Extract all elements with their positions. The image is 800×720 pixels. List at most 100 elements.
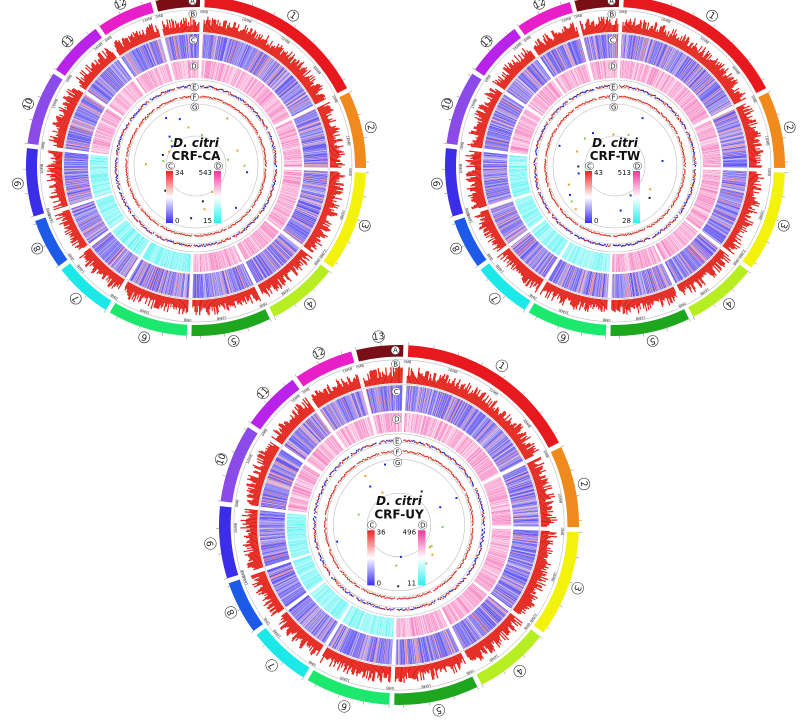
tick-mark [43, 245, 46, 248]
density-bar [276, 53, 281, 60]
track-f-dot [256, 133, 258, 135]
track-e-dot [164, 92, 166, 94]
track-f-dot [252, 127, 255, 129]
track-e-dot [202, 243, 205, 246]
heatmap-d-cell [257, 90, 272, 104]
track-f-dot [125, 163, 127, 165]
track-f-dot [233, 107, 235, 109]
heatmap-d-cell [224, 65, 232, 83]
track-f-dot [132, 134, 134, 136]
heatmap-d-cell [205, 60, 209, 79]
heatmap-d-cell [210, 61, 215, 80]
heatmap-d-cell [233, 69, 242, 87]
track-e-dot [133, 113, 136, 115]
track-f-dot [263, 146, 265, 148]
heatmap-c-cell [216, 36, 222, 61]
track-e-dot [243, 229, 246, 231]
track-e-dot [695, 161, 697, 163]
track-f-dot [151, 110, 154, 113]
tick-mark [713, 24, 716, 28]
track-e-dot [116, 144, 119, 147]
track-e-dot [263, 206, 265, 208]
track-f-dot [260, 191, 262, 193]
track-e-dot [207, 86, 209, 89]
track-f-dot [163, 102, 165, 105]
heatmap-c-cell [266, 65, 283, 85]
heatmap-d-cell [251, 83, 264, 98]
track-f-dot [205, 96, 208, 98]
density-bar [304, 81, 314, 89]
density-bar [55, 162, 63, 164]
heatmap-d-cell [221, 64, 228, 82]
track-f-dot [265, 175, 267, 178]
track-e-dot [247, 105, 250, 107]
track-f-dot [641, 101, 643, 104]
heatmap-d-cell [264, 99, 279, 112]
density-bar [224, 28, 227, 36]
track-f-dot [676, 131, 678, 133]
tick-label: 16MB [216, 315, 227, 321]
tick-mark [251, 2, 254, 6]
heatmap-d-cell [201, 60, 204, 79]
heatmap-c-cell [207, 34, 211, 59]
heatmap-c-cell [275, 77, 295, 94]
density-bar [206, 16, 209, 33]
heatmap-c-cell [276, 78, 296, 95]
heatmap-c-cell [261, 61, 277, 81]
track-e-dot [670, 107, 673, 110]
tick-mark [37, 95, 41, 98]
track-e-dot [274, 147, 276, 150]
track-letter: G [192, 103, 197, 111]
track-f-dot [252, 207, 254, 209]
heatmap-d-cell [268, 106, 284, 117]
heatmap-d-cell [207, 60, 211, 79]
track-e-dot [228, 93, 230, 95]
heatmap-d-cell [249, 81, 261, 97]
density-bar [193, 299, 195, 307]
track-f-dot [259, 137, 262, 139]
heatmap-c-cell [251, 52, 265, 74]
heatmap-c-cell [204, 34, 208, 59]
track-f-dot [680, 141, 682, 143]
track-f-dot [251, 205, 253, 207]
track-f-dot [675, 132, 677, 134]
track-e-dot [266, 126, 268, 129]
heatmap-d-cell [207, 60, 211, 79]
density-bar [198, 22, 200, 33]
heatmap-d-cell [240, 74, 250, 91]
density-bar [310, 91, 319, 98]
track-e-dot [202, 245, 204, 247]
tick-mark [748, 58, 751, 61]
density-bar [283, 56, 292, 66]
track-f-dot [665, 117, 668, 119]
heatmap-d-cell [267, 103, 283, 115]
heatmap-d-cell [257, 90, 271, 104]
tick-mark [731, 40, 735, 43]
track-f-dot [230, 225, 232, 227]
track-f-dot [135, 130, 138, 132]
density-bar [300, 75, 310, 84]
density-bar [245, 27, 253, 42]
tick-label: 0MB [65, 74, 73, 83]
track-e-dot [138, 108, 140, 111]
track-f-dot [230, 104, 232, 106]
density-bar [273, 44, 283, 58]
tick-mark [329, 271, 332, 274]
density-bar [282, 58, 289, 65]
heatmap-d-cell [250, 82, 262, 98]
heatmap-d-cell [222, 64, 229, 83]
tick-label: 0MB [767, 168, 771, 177]
track-e-dot [664, 103, 666, 106]
density-bar [211, 20, 215, 34]
track-e-dot [202, 85, 205, 87]
tick-label: 16MB [764, 135, 770, 146]
heatmap-c-cell [64, 165, 89, 167]
density-bar [240, 24, 247, 40]
heatmap-d-cell [263, 97, 278, 110]
heatmap-d-cell [215, 62, 221, 81]
track-e-dot [117, 148, 120, 151]
track-e-dot [114, 166, 116, 169]
track-e-dot [262, 207, 264, 210]
track-e-dot [664, 102, 666, 104]
